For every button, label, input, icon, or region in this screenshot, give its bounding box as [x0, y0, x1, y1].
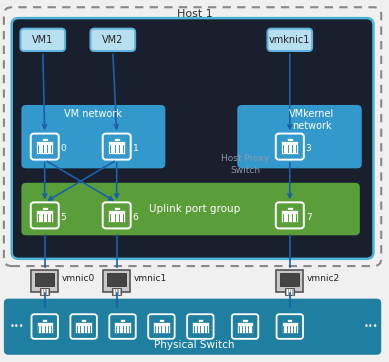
FancyBboxPatch shape	[232, 314, 258, 339]
FancyBboxPatch shape	[103, 270, 130, 292]
FancyBboxPatch shape	[276, 134, 304, 160]
Text: •••: •••	[10, 322, 25, 331]
FancyBboxPatch shape	[12, 18, 373, 259]
Text: 1: 1	[133, 144, 138, 153]
Bar	[108, 141, 125, 153]
Bar	[280, 273, 300, 286]
Bar	[287, 207, 293, 210]
FancyBboxPatch shape	[4, 299, 381, 355]
Text: Physical Switch: Physical Switch	[154, 340, 235, 350]
FancyBboxPatch shape	[21, 183, 360, 235]
FancyBboxPatch shape	[276, 202, 304, 228]
Bar	[237, 321, 253, 333]
Text: VMkernel
network: VMkernel network	[289, 109, 335, 131]
Bar	[40, 288, 49, 295]
Bar	[42, 138, 48, 141]
Bar	[114, 321, 131, 333]
Bar	[42, 207, 48, 210]
Text: VM1: VM1	[32, 35, 53, 45]
Bar	[114, 207, 120, 210]
Bar	[36, 141, 53, 153]
Bar	[282, 321, 298, 333]
Bar	[36, 210, 53, 222]
Text: vmnic2: vmnic2	[307, 274, 340, 283]
Bar	[242, 319, 248, 321]
Text: 6: 6	[133, 213, 138, 222]
Text: Host 1: Host 1	[177, 9, 212, 19]
Bar	[159, 319, 164, 321]
Bar	[114, 138, 120, 141]
Bar	[281, 210, 298, 222]
FancyBboxPatch shape	[276, 270, 303, 292]
FancyBboxPatch shape	[103, 202, 131, 228]
Text: vmknic1: vmknic1	[269, 35, 310, 45]
Bar	[108, 210, 125, 222]
Text: 7: 7	[306, 213, 312, 222]
Bar	[42, 319, 47, 321]
FancyBboxPatch shape	[21, 105, 165, 168]
Text: •••: •••	[364, 322, 379, 331]
FancyBboxPatch shape	[31, 270, 58, 292]
Bar	[287, 319, 293, 321]
Bar	[112, 288, 121, 295]
FancyBboxPatch shape	[20, 29, 65, 51]
FancyBboxPatch shape	[103, 134, 131, 160]
FancyBboxPatch shape	[148, 314, 175, 339]
FancyBboxPatch shape	[187, 314, 214, 339]
Bar	[107, 273, 126, 286]
Bar	[281, 141, 298, 153]
Bar	[75, 321, 92, 333]
Text: 3: 3	[306, 144, 312, 153]
FancyBboxPatch shape	[70, 314, 97, 339]
Bar	[198, 319, 203, 321]
Bar	[192, 321, 209, 333]
Bar	[81, 319, 86, 321]
Text: vmnic1: vmnic1	[133, 274, 166, 283]
FancyBboxPatch shape	[109, 314, 136, 339]
Text: 5: 5	[61, 213, 67, 222]
FancyBboxPatch shape	[268, 29, 312, 51]
FancyBboxPatch shape	[277, 314, 303, 339]
Bar	[120, 319, 125, 321]
Text: Uplink port group: Uplink port group	[149, 204, 240, 214]
Text: Host Proxy
Switch: Host Proxy Switch	[221, 154, 269, 174]
Text: 0: 0	[61, 144, 67, 153]
Bar	[153, 321, 170, 333]
Bar	[287, 138, 293, 141]
FancyBboxPatch shape	[31, 134, 59, 160]
FancyBboxPatch shape	[32, 314, 58, 339]
Bar	[35, 273, 54, 286]
FancyBboxPatch shape	[237, 105, 362, 168]
Text: VM network: VM network	[65, 109, 122, 119]
Bar	[37, 321, 53, 333]
FancyBboxPatch shape	[31, 202, 59, 228]
Bar	[286, 288, 294, 295]
FancyBboxPatch shape	[90, 29, 135, 51]
Text: VM2: VM2	[102, 35, 123, 45]
Text: vmnic0: vmnic0	[61, 274, 95, 283]
